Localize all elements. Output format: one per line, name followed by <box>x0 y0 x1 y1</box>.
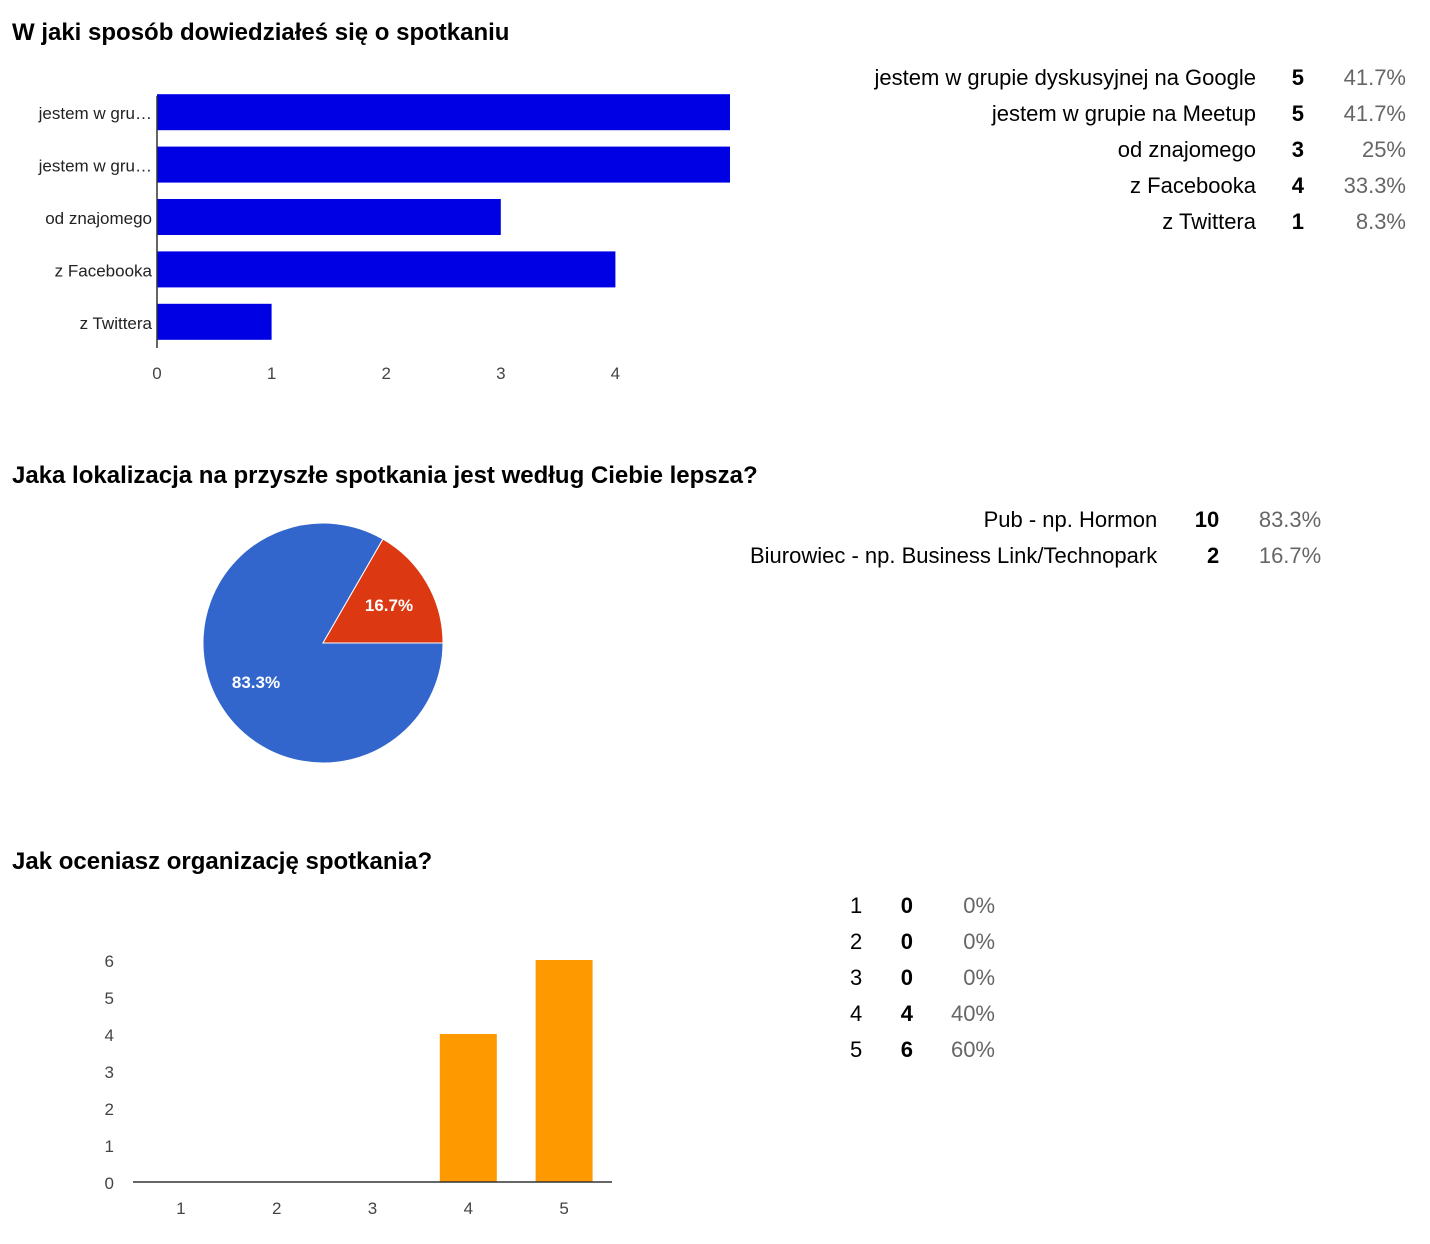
bar <box>157 251 616 288</box>
x-tick-label: 2 <box>381 364 390 383</box>
summary-count: 4 <box>900 1001 913 1026</box>
y-tick-label: 2 <box>105 1100 114 1119</box>
x-tick-label: 3 <box>368 1199 377 1218</box>
rating-column-chart: 0 1 2 3 4 5 6 1 2 3 4 5 <box>105 952 612 1218</box>
summary-row: 1 0 0% <box>850 888 995 924</box>
summary-count: 0 <box>900 893 913 918</box>
x-tick-label: 1 <box>267 364 276 383</box>
y-tick-label: 0 <box>105 1174 114 1193</box>
summary-label: jestem w grupie na Meetup <box>991 101 1256 126</box>
pie-slice <box>322 538 444 644</box>
column-bar <box>439 1034 497 1182</box>
summary-row: z Facebooka 4 33.3% <box>874 168 1406 204</box>
summary-percent: 33.3% <box>1343 173 1406 198</box>
summary-count: 3 <box>1291 137 1304 162</box>
y-tick-label: 1 <box>105 1137 114 1156</box>
summary-percent: 83.3% <box>1258 507 1322 532</box>
summary-count: 1 <box>1291 209 1304 234</box>
summary-percent: 0% <box>963 965 995 990</box>
summary-label: Biurowiec - np. Business Link/Technopark <box>750 543 1158 568</box>
x-tick-label: 1 <box>176 1199 185 1218</box>
summary-count: 5 <box>1291 65 1304 90</box>
summary-count: 5 <box>1291 101 1304 126</box>
y-tick-label: 4 <box>105 1026 114 1045</box>
pie-slice <box>202 522 444 764</box>
location-pie-chart: 83.3% 16.7% <box>202 522 444 764</box>
summary-row: jestem w grupie dyskusyjnej na Google 5 41… <box>874 60 1406 96</box>
summary-count: 2 <box>1206 543 1220 568</box>
summary-percent: 41.7% <box>1343 101 1406 126</box>
x-tick-label: 2 <box>272 1199 281 1218</box>
summary-row: z Twittera 1 8.3% <box>874 204 1406 240</box>
summary-percent: 0% <box>963 929 995 954</box>
summary-percent: 60% <box>950 1037 995 1062</box>
summary-row: Pub - np. Hormon 10 83.3% <box>750 502 1322 538</box>
x-tick-label: 0 <box>152 364 161 383</box>
summary-row: 3 0 0% <box>850 960 995 996</box>
summary-label: z Twittera <box>1162 209 1256 234</box>
summary-percent: 41.7% <box>1343 65 1406 90</box>
x-tick-label: 4 <box>611 364 620 383</box>
summary-row: jestem w grupie na Meetup 5 41.7% <box>874 96 1406 132</box>
summary-count: 10 <box>1194 507 1220 532</box>
column-bar <box>535 960 593 1182</box>
summary-count: 0 <box>900 929 913 954</box>
bar <box>157 199 501 235</box>
x-tick-label: 4 <box>464 1199 473 1218</box>
summary-count: 4 <box>1291 173 1304 198</box>
x-tick-label: 5 <box>559 1199 568 1218</box>
source-summary-table: jestem w grupie dyskusyjnej na Google 5 41… <box>874 60 1406 240</box>
location-summary-table: Pub - np. Hormon 10 83.3% Biurowiec - np. B… <box>750 502 1321 574</box>
category-label: z Twittera <box>80 314 153 333</box>
category-label: jestem w gru… <box>38 157 152 176</box>
summary-label: 5 <box>850 1037 863 1062</box>
summary-percent: 40% <box>950 1001 995 1026</box>
summary-percent: 0% <box>963 893 995 918</box>
summary-label: jestem w grupie dyskusyjnej na Google <box>874 65 1256 90</box>
bar <box>157 303 272 340</box>
question-3-title: Jak oceniasz organizację spotkania? <box>12 848 433 875</box>
summary-count: 6 <box>900 1037 913 1062</box>
summary-percent: 16.7% <box>1258 543 1322 568</box>
summary-label: 4 <box>850 1001 863 1026</box>
y-tick-label: 3 <box>105 1063 114 1082</box>
pie-slice-label: 83.3% <box>232 673 280 692</box>
question-2-title: Jaka lokalizacja na przyszłe spotkania j… <box>12 462 758 489</box>
bar <box>157 146 730 183</box>
summary-row: 4 4 40% <box>850 996 995 1032</box>
category-label: z Facebooka <box>55 261 153 280</box>
summary-label: 3 <box>850 965 863 990</box>
summary-percent: 8.3% <box>1355 209 1406 234</box>
pie-slice-label: 16.7% <box>365 596 413 615</box>
bar <box>157 94 730 131</box>
question-1-title: W jaki sposób dowiedziałeś się o spotkan… <box>12 19 510 46</box>
summary-row: Biurowiec - np. Business Link/Technopark… <box>750 538 1321 574</box>
category-label: od znajomego <box>45 209 152 228</box>
y-tick-label: 6 <box>105 952 114 971</box>
summary-percent: 25% <box>1361 137 1406 162</box>
summary-label: 2 <box>850 929 863 954</box>
summary-label: od znajomego <box>1117 137 1256 162</box>
rating-summary-table: 1 0 0% 2 0 0% 3 0 0% 4 4 40% 5 6 60% <box>850 888 995 1068</box>
summary-row: 2 0 0% <box>850 924 995 960</box>
category-label: jestem w gru… <box>38 104 152 123</box>
summary-label: Pub - np. Hormon <box>983 507 1158 532</box>
summary-row: od znajomego 3 25% <box>874 132 1406 168</box>
summary-count: 0 <box>900 965 913 990</box>
summary-label: z Facebooka <box>1130 173 1256 198</box>
source-horizontal-bar-chart: jestem w gru… jestem w gru… od znajomego z … <box>38 94 730 383</box>
x-tick-label: 3 <box>496 364 505 383</box>
summary-label: 1 <box>850 893 863 918</box>
summary-row: 5 6 60% <box>850 1032 995 1068</box>
y-tick-label: 5 <box>105 989 114 1008</box>
